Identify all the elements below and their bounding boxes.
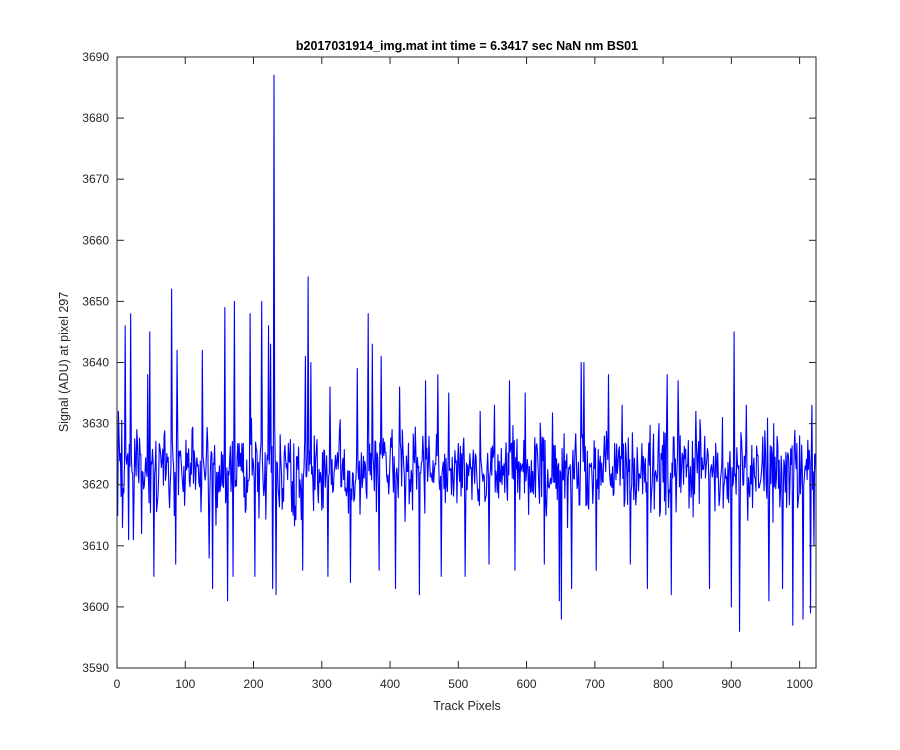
y-tick-label: 3640 [82, 356, 109, 370]
x-tick-label: 400 [380, 677, 400, 691]
x-axis-label: Track Pixels [433, 699, 501, 713]
y-tick-label: 3690 [82, 50, 109, 64]
x-tick-label: 200 [244, 677, 264, 691]
x-axis: 0 100 200 300 400 500 600 700 800 900 1000 [114, 57, 813, 691]
x-tick-label: 300 [312, 677, 332, 691]
y-tick-label: 3620 [82, 478, 109, 492]
y-axis: 3590 3600 3610 3620 3630 3640 3650 3660 3670 3680… [82, 50, 816, 675]
y-tick-label: 3670 [82, 172, 109, 186]
x-tick-label: 1000 [786, 677, 813, 691]
y-tick-label: 3600 [82, 600, 109, 614]
y-tick-label: 3590 [82, 661, 109, 675]
y-tick-label: 3630 [82, 417, 109, 431]
x-tick-label: 700 [585, 677, 605, 691]
y-tick-label: 3660 [82, 233, 109, 247]
series-group [117, 74, 816, 632]
x-tick-label: 100 [175, 677, 195, 691]
x-tick-label: 800 [653, 677, 673, 691]
x-tick-label: 500 [448, 677, 468, 691]
chart-title: b2017031914_img.mat int time = 6.3417 se… [296, 39, 638, 53]
y-axis-label: Signal (ADU) at pixel 297 [57, 292, 71, 432]
y-tick-label: 3610 [82, 539, 109, 553]
x-tick-label: 900 [721, 677, 741, 691]
series-line [117, 74, 816, 632]
y-tick-label: 3650 [82, 294, 109, 308]
y-tick-label: 3680 [82, 111, 109, 125]
plot-area [117, 57, 816, 668]
x-tick-label: 0 [114, 677, 121, 691]
x-tick-label: 600 [517, 677, 537, 691]
